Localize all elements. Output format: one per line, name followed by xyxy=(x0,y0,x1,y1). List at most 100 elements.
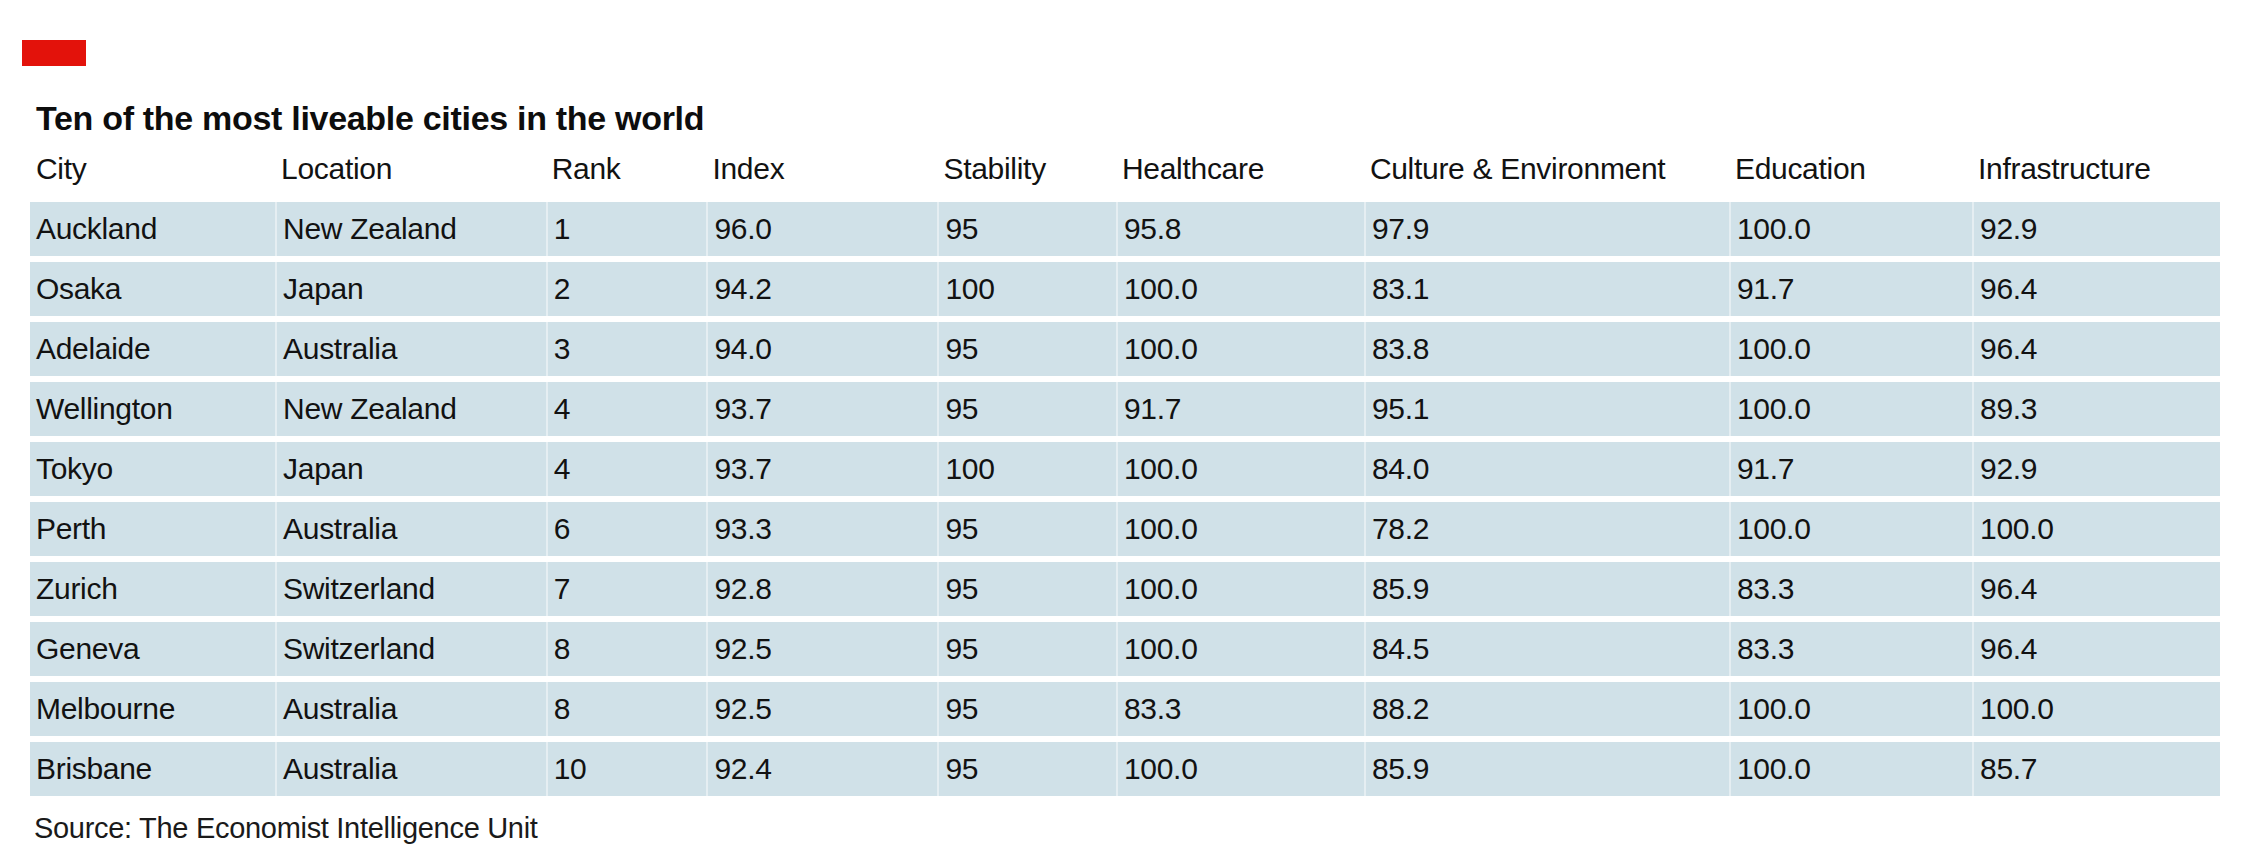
table-cell: Switzerland xyxy=(275,562,546,616)
table-cell: 100.0 xyxy=(1729,742,1972,796)
table-cell: 92.5 xyxy=(706,622,937,676)
table-cell: 100.0 xyxy=(1972,682,2220,736)
table-cell: Auckland xyxy=(30,202,275,256)
table-cell: 95.8 xyxy=(1116,202,1364,256)
source-note: Source: The Economist Intelligence Unit xyxy=(34,812,2220,844)
table-cell: 89.3 xyxy=(1972,382,2220,436)
table-cell: 88.2 xyxy=(1364,682,1729,736)
chart-container: Ten of the most liveable cities in the w… xyxy=(0,40,2268,844)
table-row: AucklandNew Zealand196.09595.897.9100.09… xyxy=(30,202,2220,256)
column-header-location: Location xyxy=(275,150,546,196)
table-cell: 100.0 xyxy=(1729,502,1972,556)
column-header-city: City xyxy=(30,150,275,196)
table-cell: 100.0 xyxy=(1116,322,1364,376)
table-cell: 83.1 xyxy=(1364,262,1729,316)
table-cell: 95 xyxy=(937,622,1115,676)
table-cell: 100 xyxy=(937,262,1115,316)
column-header-stability: Stability xyxy=(937,150,1115,196)
table-cell: 8 xyxy=(546,682,707,736)
table-cell: 85.9 xyxy=(1364,742,1729,796)
table-cell: 78.2 xyxy=(1364,502,1729,556)
table-cell: 92.4 xyxy=(706,742,937,796)
table-cell: Japan xyxy=(275,442,546,496)
table-cell: 95 xyxy=(937,742,1115,796)
table-cell: 95.1 xyxy=(1364,382,1729,436)
table-cell: Osaka xyxy=(30,262,275,316)
table-cell: 100.0 xyxy=(1116,502,1364,556)
table-cell: 100.0 xyxy=(1116,442,1364,496)
table-cell: 97.9 xyxy=(1364,202,1729,256)
table-cell: 91.7 xyxy=(1729,262,1972,316)
table-cell: New Zealand xyxy=(275,202,546,256)
table-cell: 92.8 xyxy=(706,562,937,616)
column-header-healthcare: Healthcare xyxy=(1116,150,1364,196)
table-cell: Geneva xyxy=(30,622,275,676)
table-row: PerthAustralia693.395100.078.2100.0100.0 xyxy=(30,502,2220,556)
column-header-infrastructure: Infrastructure xyxy=(1972,150,2220,196)
table-cell: 1 xyxy=(546,202,707,256)
table-cell: 92.5 xyxy=(706,682,937,736)
table-cell: 94.0 xyxy=(706,322,937,376)
table-row: GenevaSwitzerland892.595100.084.583.396.… xyxy=(30,622,2220,676)
column-header-education: Education xyxy=(1729,150,1972,196)
table-cell: 92.9 xyxy=(1972,202,2220,256)
table-cell: 96.4 xyxy=(1972,562,2220,616)
table-cell: New Zealand xyxy=(275,382,546,436)
table-cell: Adelaide xyxy=(30,322,275,376)
table-cell: 95 xyxy=(937,322,1115,376)
table-cell: 100 xyxy=(937,442,1115,496)
table-cell: 93.7 xyxy=(706,382,937,436)
table-row: OsakaJapan294.2100100.083.191.796.4 xyxy=(30,262,2220,316)
column-header-rank: Rank xyxy=(546,150,707,196)
table-header-row: City Location Rank Index Stability Healt… xyxy=(30,150,2220,196)
table-cell: 4 xyxy=(546,442,707,496)
table-cell: 83.3 xyxy=(1116,682,1364,736)
table-cell: 84.5 xyxy=(1364,622,1729,676)
table-cell: 6 xyxy=(546,502,707,556)
economist-red-tab-icon xyxy=(22,40,86,66)
table-row: ZurichSwitzerland792.895100.085.983.396.… xyxy=(30,562,2220,616)
table-cell: 95 xyxy=(937,562,1115,616)
table-cell: 100.0 xyxy=(1729,682,1972,736)
table-row: AdelaideAustralia394.095100.083.8100.096… xyxy=(30,322,2220,376)
table-cell: 94.2 xyxy=(706,262,937,316)
table-cell: 95 xyxy=(937,202,1115,256)
table-cell: 100.0 xyxy=(1972,502,2220,556)
liveability-table: City Location Rank Index Stability Healt… xyxy=(30,144,2220,802)
table-cell: 100.0 xyxy=(1729,322,1972,376)
table-row: WellingtonNew Zealand493.79591.795.1100.… xyxy=(30,382,2220,436)
table-cell: 92.9 xyxy=(1972,442,2220,496)
table-cell: Australia xyxy=(275,682,546,736)
table-cell: 8 xyxy=(546,622,707,676)
table-cell: 95 xyxy=(937,502,1115,556)
table-cell: Melbourne xyxy=(30,682,275,736)
table-cell: 2 xyxy=(546,262,707,316)
table-cell: 93.3 xyxy=(706,502,937,556)
chart-title: Ten of the most liveable cities in the w… xyxy=(36,98,2220,138)
table-cell: 85.7 xyxy=(1972,742,2220,796)
table-cell: Tokyo xyxy=(30,442,275,496)
table-cell: 83.8 xyxy=(1364,322,1729,376)
table-cell: Australia xyxy=(275,322,546,376)
column-header-index: Index xyxy=(706,150,937,196)
column-header-culture-environment: Culture & Environment xyxy=(1364,150,1729,196)
table-cell: 95 xyxy=(937,382,1115,436)
table-cell: 3 xyxy=(546,322,707,376)
table-cell: Wellington xyxy=(30,382,275,436)
table-cell: 96.4 xyxy=(1972,322,2220,376)
table-cell: 100.0 xyxy=(1729,202,1972,256)
table-cell: 100.0 xyxy=(1729,382,1972,436)
table-cell: 83.3 xyxy=(1729,562,1972,616)
table-row: TokyoJapan493.7100100.084.091.792.9 xyxy=(30,442,2220,496)
table-cell: 93.7 xyxy=(706,442,937,496)
table-row: BrisbaneAustralia1092.495100.085.9100.08… xyxy=(30,742,2220,796)
table-cell: Perth xyxy=(30,502,275,556)
table-cell: 83.3 xyxy=(1729,622,1972,676)
table-cell: 91.7 xyxy=(1116,382,1364,436)
table-cell: Brisbane xyxy=(30,742,275,796)
table-cell: 100.0 xyxy=(1116,742,1364,796)
table-cell: 96.4 xyxy=(1972,262,2220,316)
table-cell: 96.4 xyxy=(1972,622,2220,676)
table-cell: 7 xyxy=(546,562,707,616)
table-body: AucklandNew Zealand196.09595.897.9100.09… xyxy=(30,202,2220,796)
